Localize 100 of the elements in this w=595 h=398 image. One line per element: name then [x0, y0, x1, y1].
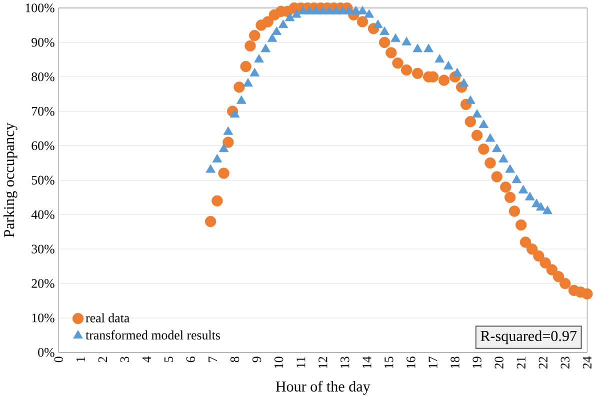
y-tick-label: 40%: [31, 210, 54, 219]
x-tick-label: 18: [450, 356, 460, 368]
point: [324, 6, 334, 14]
y-tick-label: 0%: [38, 348, 54, 357]
x-tick-label: 9: [252, 356, 262, 362]
point: [412, 44, 422, 52]
point: [292, 9, 302, 18]
x-tick-label: 23: [560, 356, 570, 368]
x-tick-label: 22: [538, 356, 548, 368]
point: [364, 9, 374, 18]
point: [236, 95, 246, 104]
y-axis-title: Parking occupancy: [4, 122, 18, 238]
point: [478, 143, 490, 155]
point: [278, 19, 288, 28]
point: [254, 54, 264, 62]
point: [267, 33, 278, 42]
point: [484, 157, 496, 168]
point: [466, 95, 476, 104]
point: [400, 64, 412, 76]
point: [520, 236, 532, 248]
x-tick-label: 5: [164, 356, 174, 362]
x-tick-label: 7: [208, 356, 218, 362]
point: [478, 119, 489, 128]
point: [452, 68, 462, 76]
point: [444, 60, 454, 70]
y-tick-label: 70%: [32, 106, 54, 116]
y-tick-label: 20%: [32, 279, 54, 288]
x-tick-label: 15: [384, 356, 394, 368]
point: [218, 168, 230, 179]
point: [234, 81, 245, 93]
point: [552, 270, 564, 282]
point: [223, 126, 234, 135]
point: [498, 154, 508, 162]
x-tick-label: 20: [494, 356, 504, 368]
point: [491, 171, 502, 182]
point: [318, 6, 328, 14]
point: [434, 54, 444, 62]
point: [284, 12, 295, 22]
x-tick-label: 14: [362, 356, 372, 368]
point: [546, 264, 558, 276]
point: [272, 26, 282, 35]
point: [560, 278, 571, 289]
point: [412, 68, 424, 79]
point: [492, 143, 502, 152]
x-tick-label: 16: [406, 356, 416, 368]
x-tick-label: 10: [274, 356, 284, 368]
x-tick-label: 17: [428, 356, 438, 368]
point: [518, 184, 528, 194]
point: [212, 195, 223, 206]
point: [351, 6, 361, 14]
x-tick-label: 24: [582, 356, 592, 368]
y-tick-label: 90%: [32, 38, 54, 47]
x-tick-label: 3: [120, 356, 130, 362]
x-tick-label: 11: [296, 356, 306, 368]
point: [471, 130, 483, 141]
annotation: R-squared=0.97: [480, 330, 577, 344]
point: [390, 33, 400, 42]
point: [260, 44, 271, 52]
point: [386, 47, 397, 58]
point: [204, 216, 216, 227]
point: [230, 109, 240, 118]
legend-label: real data: [86, 313, 130, 322]
y-tick-label: 50%: [32, 176, 54, 184]
point: [222, 136, 234, 148]
point: [243, 78, 253, 87]
point: [512, 174, 522, 183]
point: [392, 57, 404, 69]
point: [378, 36, 390, 48]
point: [458, 78, 469, 87]
point: [212, 154, 222, 162]
point: [485, 133, 496, 142]
x-tick-label: 1: [76, 356, 85, 362]
point: [508, 205, 520, 217]
point: [540, 257, 551, 268]
point: [402, 36, 412, 46]
x-tick-label: 19: [472, 356, 482, 368]
point: [373, 19, 383, 28]
x-axis-title: Hour of the day: [276, 380, 370, 395]
x-tick-label: 21: [516, 356, 526, 368]
x-tick-label: 4: [142, 356, 151, 362]
point: [244, 40, 256, 52]
point: [536, 202, 546, 211]
point: [206, 164, 216, 173]
x-tick-label: 12: [318, 356, 328, 368]
point: [438, 74, 450, 86]
point: [218, 143, 229, 152]
y-tick-label: 10%: [32, 313, 54, 322]
point: [358, 6, 368, 14]
point: [533, 250, 544, 262]
point: [356, 16, 368, 28]
y-tick-label: 100%: [26, 3, 54, 12]
point: [250, 68, 260, 76]
point: [424, 44, 434, 52]
point: [526, 243, 538, 255]
legend-label: transformed model results: [86, 330, 220, 340]
x-tick-label: 13: [340, 356, 350, 368]
x-tick-label: 0: [54, 356, 63, 362]
point: [380, 26, 390, 35]
point: [262, 16, 274, 28]
y-tick-label: 80%: [32, 72, 54, 82]
